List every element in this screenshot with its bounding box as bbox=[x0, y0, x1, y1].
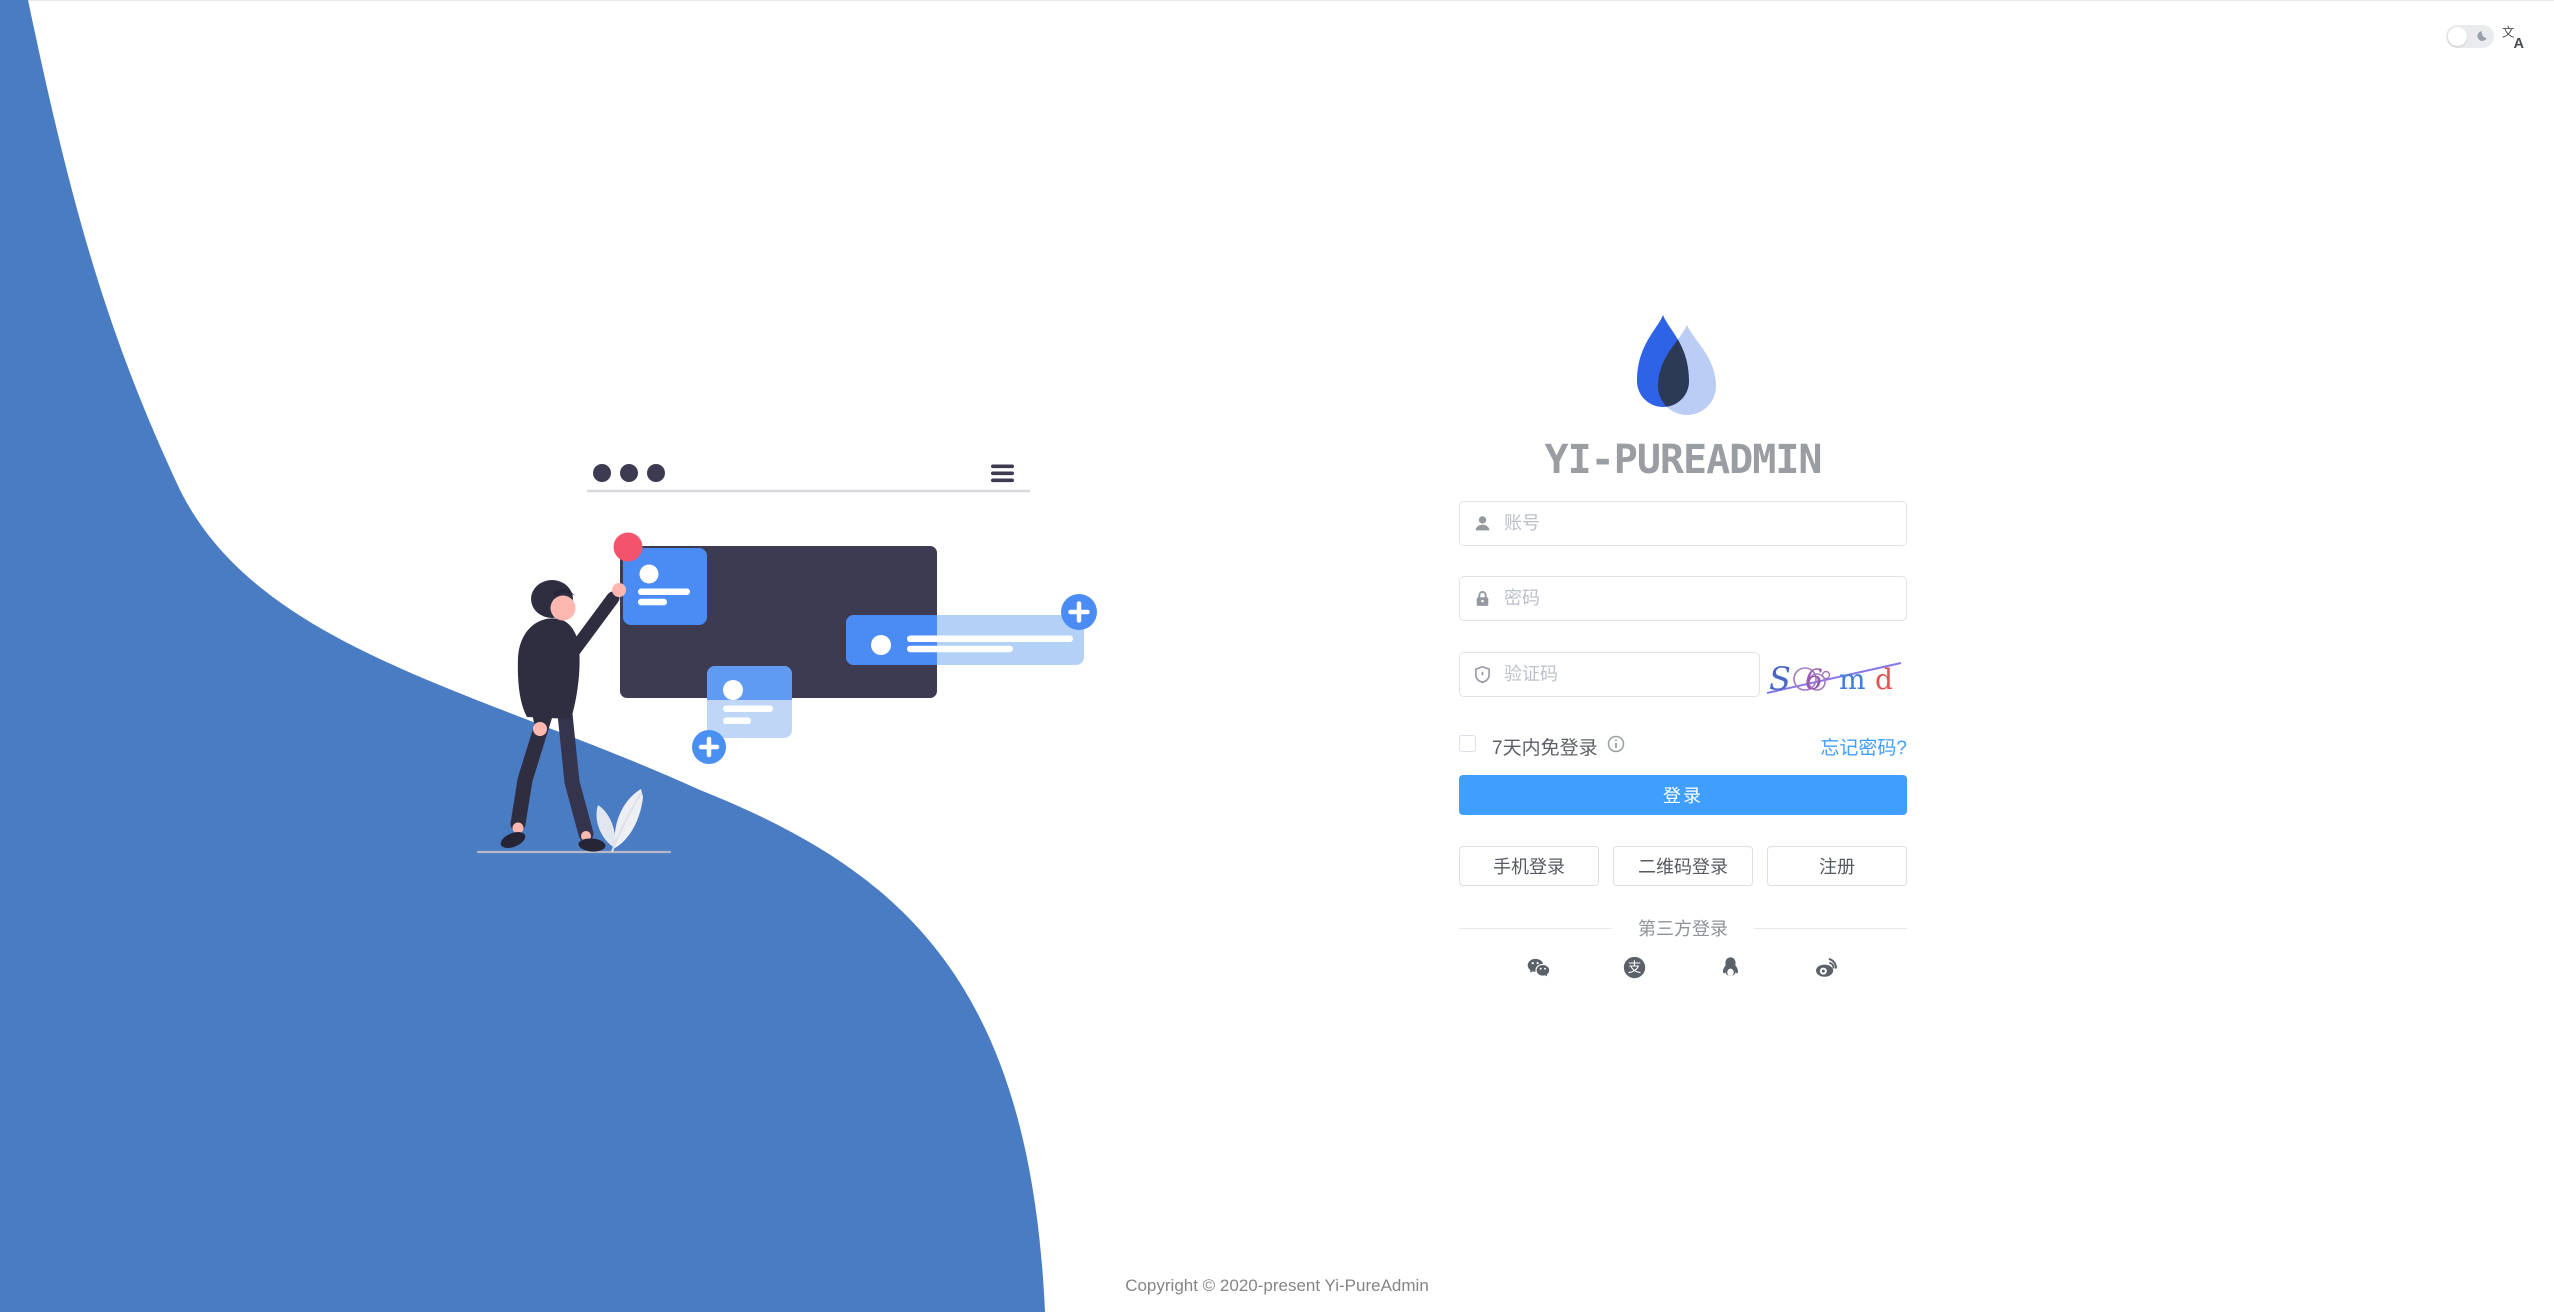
browser-dots-icon bbox=[593, 464, 665, 482]
social-login-row: 支 bbox=[1525, 953, 1840, 981]
page-title: YI-PUREADMIN bbox=[1544, 437, 1823, 483]
divider-line bbox=[1754, 927, 1907, 929]
brand-logo-icon bbox=[1637, 315, 1716, 415]
weibo-icon[interactable] bbox=[1813, 954, 1840, 981]
username-input[interactable] bbox=[1459, 501, 1907, 546]
third-party-label: 第三方登录 bbox=[1638, 919, 1728, 939]
right-card bbox=[846, 615, 1084, 665]
forgot-password-link[interactable]: 忘记密码? bbox=[1820, 738, 1907, 759]
svg-text:A: A bbox=[2513, 36, 2524, 49]
plus-icon bbox=[1061, 594, 1097, 630]
lock-icon bbox=[1476, 591, 1489, 606]
theme-toggle[interactable] bbox=[2446, 25, 2494, 48]
alipay-icon[interactable]: 支 bbox=[1621, 954, 1648, 981]
background-wave bbox=[0, 0, 1045, 1312]
captcha-letter: S bbox=[1769, 660, 1791, 697]
qrcode-login-button[interactable]: 二维码登录 bbox=[1613, 846, 1753, 886]
svg-text:文: 文 bbox=[2502, 25, 2515, 40]
translate-icon[interactable]: 文 A bbox=[2502, 24, 2527, 50]
user-icon bbox=[1475, 516, 1490, 531]
leaf bbox=[596, 789, 643, 853]
divider-line bbox=[1459, 927, 1612, 929]
info-icon[interactable] bbox=[1607, 735, 1625, 753]
login-button[interactable]: 登录 bbox=[1459, 775, 1907, 815]
person bbox=[500, 580, 626, 852]
captcha-input[interactable] bbox=[1459, 652, 1760, 697]
bottom-card bbox=[707, 666, 792, 738]
red-dot bbox=[613, 532, 643, 562]
captcha-letter: d bbox=[1875, 663, 1893, 696]
plus-icon bbox=[692, 730, 726, 764]
password-field-wrap bbox=[1459, 576, 1907, 621]
left-card bbox=[623, 548, 707, 625]
hamburger-icon bbox=[991, 464, 1014, 483]
captcha-image[interactable]: S 6 m d bbox=[1765, 655, 1905, 697]
copyright-text: Copyright © 2020-present Yi-PureAdmin bbox=[1125, 1276, 1429, 1295]
shield-icon bbox=[1475, 665, 1490, 684]
captcha-letter: m bbox=[1839, 663, 1866, 696]
toggle-knob bbox=[2448, 27, 2467, 46]
remember-label: 7天内免登录 bbox=[1492, 738, 1598, 759]
captcha-field-wrap bbox=[1459, 652, 1760, 697]
phone-login-button[interactable]: 手机登录 bbox=[1459, 846, 1599, 886]
captcha-letter: 6 bbox=[1805, 663, 1823, 696]
wechat-icon[interactable] bbox=[1525, 954, 1552, 981]
remember-row: 7天内免登录 忘记密码? bbox=[1459, 733, 1907, 759]
login-illustration bbox=[476, 464, 1097, 854]
svg-text:支: 支 bbox=[1628, 960, 1642, 975]
moon-icon bbox=[2477, 31, 2487, 41]
remember-checkbox[interactable] bbox=[1459, 735, 1476, 752]
qq-icon[interactable] bbox=[1717, 954, 1744, 981]
third-party-divider: 第三方登录 bbox=[1459, 918, 1907, 939]
login-panel: YI-PUREADMIN S 6 m d 7天内免登录 bbox=[1459, 0, 1907, 1312]
register-button[interactable]: 注册 bbox=[1767, 846, 1907, 886]
username-field-wrap bbox=[1459, 501, 1907, 546]
top-border bbox=[0, 0, 2554, 1]
password-input[interactable] bbox=[1459, 576, 1907, 621]
